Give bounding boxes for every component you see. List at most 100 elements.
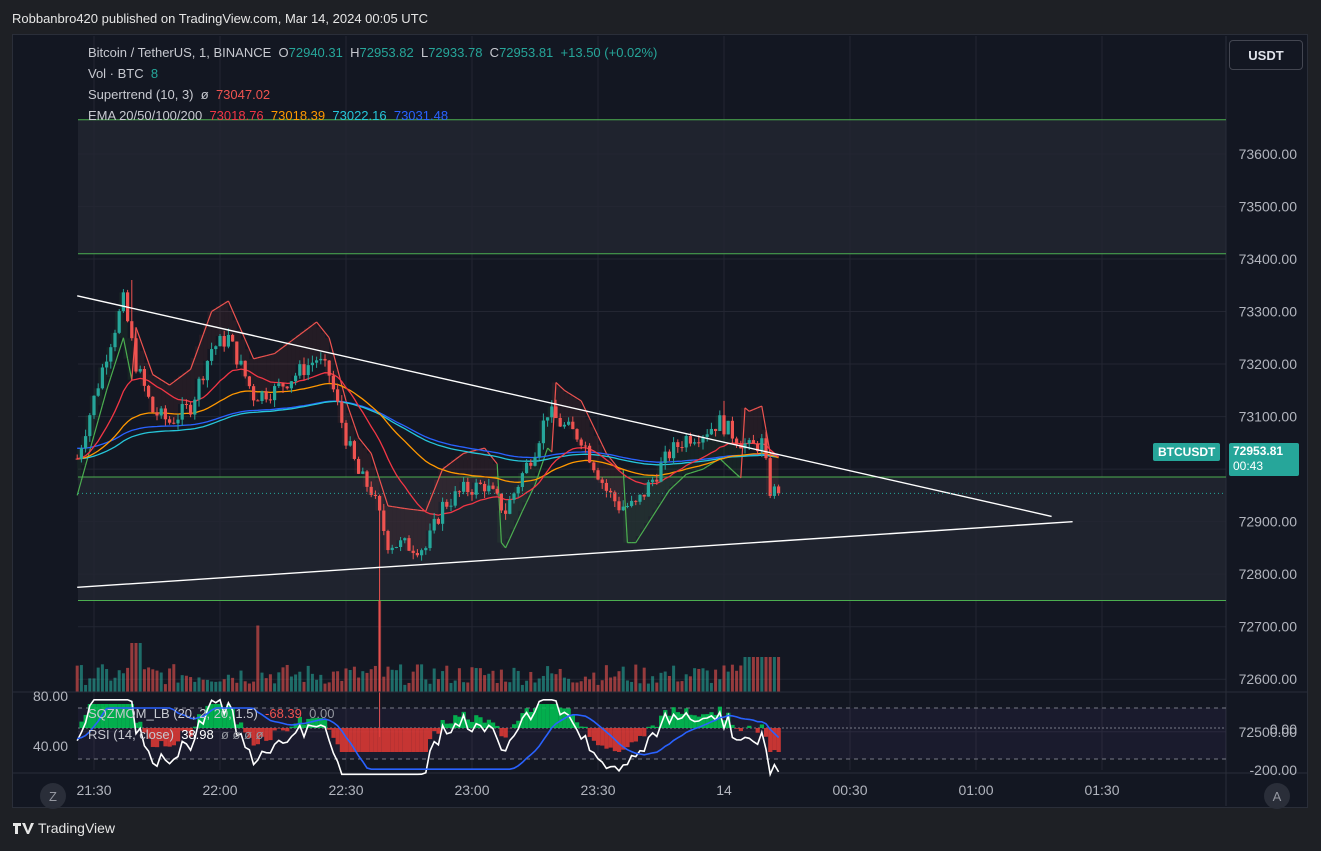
sqzmom-histogram-bar	[738, 728, 743, 732]
candle-body	[138, 369, 142, 372]
supertrend-fill	[501, 513, 506, 548]
volume-bar	[499, 669, 503, 692]
supertrend-segment	[635, 535, 641, 543]
volume-bar	[352, 666, 356, 692]
sqzmom-histogram-bar	[554, 704, 559, 728]
supertrend-fill	[304, 328, 309, 366]
supertrend-fill	[421, 511, 426, 549]
sqzmom-histogram-bar	[272, 728, 277, 731]
candle-body	[751, 440, 755, 444]
volume-bar	[294, 674, 298, 692]
supertrend-fill	[341, 400, 346, 446]
supertrend-segment	[677, 477, 683, 483]
trendline	[77, 520, 1073, 589]
candle-body	[109, 347, 113, 362]
auto-scale-button[interactable]: A	[1264, 783, 1290, 809]
sqzmom-histogram-bar	[575, 722, 580, 728]
supertrend-segment	[509, 529, 515, 539]
volume-bar	[718, 679, 722, 692]
sqzmom-histogram-bar	[222, 707, 227, 728]
candle-body	[651, 479, 655, 483]
supertrend-segment	[496, 463, 502, 543]
sqzmom-histogram-bar	[444, 723, 449, 728]
supertrend-fill	[102, 361, 107, 391]
supertrend-segment	[396, 506, 401, 509]
sqzmom-histogram-bar	[146, 728, 151, 739]
legend-symbol[interactable]: Bitcoin / TetherUS, 1, BINANCE	[88, 45, 272, 60]
supertrend-fill	[266, 354, 271, 401]
supertrend-segment	[673, 481, 679, 487]
supertrend-segment	[223, 300, 229, 305]
volume-bar	[520, 684, 524, 692]
candle-body	[672, 442, 676, 459]
supertrend-fill	[598, 444, 603, 483]
ema-label[interactable]: EMA 20/50/100/200	[88, 108, 203, 123]
volume-bar	[361, 671, 365, 692]
sqzmom-histogram-bar	[323, 719, 328, 728]
supertrend-fill	[560, 390, 565, 425]
sqzmom-label[interactable]: SQZMOM_LB (20, 2, 20, 1.5)	[88, 706, 258, 721]
supertrend-fill	[283, 344, 288, 389]
upper-range-zone	[78, 119, 1226, 254]
last-price: 72953.81	[1233, 444, 1284, 458]
sqzmom-histogram-bar	[121, 704, 126, 728]
quote-currency-button[interactable]: USDT	[1229, 40, 1303, 70]
volume-label[interactable]: Vol · BTC	[88, 66, 144, 81]
supertrend-segment	[127, 358, 133, 380]
supertrend-fill	[178, 375, 183, 405]
legend-symbol-line: Bitcoin / TetherUS, 1, BINANCE O72940.31…	[88, 45, 657, 60]
candle-body	[491, 485, 495, 489]
candle-body	[714, 428, 718, 432]
volume-value: 8	[150, 66, 159, 81]
sqzmom-histogram-bar	[239, 722, 244, 728]
volume-bar	[735, 670, 739, 692]
rsi-label[interactable]: RSI (14, close)	[88, 727, 174, 742]
supertrend-fill	[757, 406, 762, 439]
supertrend-fill	[367, 453, 372, 495]
supertrend-fill	[257, 356, 262, 392]
candle-body	[352, 441, 356, 459]
rsi-line	[76, 698, 780, 778]
candle-body	[441, 501, 445, 524]
supertrend-fill	[425, 500, 430, 531]
sqzmom-histogram-bar	[495, 725, 500, 728]
sqzmom-histogram-bar	[558, 707, 563, 728]
candle-body	[495, 488, 499, 494]
supertrend-segment	[232, 310, 238, 321]
supertrend-fill	[572, 398, 577, 440]
volume-bar	[529, 671, 533, 692]
zoom-reset-button[interactable]: Z	[40, 783, 66, 809]
candle-body	[285, 386, 289, 389]
supertrend-segment	[702, 465, 708, 470]
supertrend-fill	[749, 409, 754, 444]
volume-bar	[617, 671, 621, 692]
supertrend-fill	[371, 466, 376, 496]
sqzmom-histogram-bar	[583, 726, 588, 728]
supertrend-segment	[379, 479, 385, 493]
volume-bar	[596, 684, 600, 692]
supertrend-segment	[463, 451, 468, 454]
supertrend-segment	[156, 376, 162, 381]
volume-bar	[462, 682, 466, 692]
candle-body	[693, 442, 697, 444]
sqzmom-histogram-bar	[768, 728, 773, 752]
supertrend-fill	[409, 509, 414, 553]
supertrend-fill	[732, 444, 737, 475]
supertrend-segment	[303, 327, 309, 332]
supertrend-fill	[434, 479, 439, 524]
candle-body	[735, 438, 739, 445]
trendline	[77, 295, 1052, 518]
candle-body	[105, 361, 109, 368]
sqzmom-histogram-bar	[352, 728, 357, 752]
supertrend-label[interactable]: Supertrend (10, 3)	[88, 87, 194, 102]
volume-bar	[541, 675, 545, 692]
supertrend-segment	[593, 426, 599, 437]
supertrend-fill	[614, 469, 619, 511]
candle-body	[378, 495, 382, 511]
supertrend-fill	[404, 509, 409, 551]
sqzmom-histogram-bar	[327, 728, 332, 730]
supertrend-segment	[248, 348, 255, 360]
candle-body	[390, 547, 394, 551]
candle-body	[726, 420, 730, 435]
